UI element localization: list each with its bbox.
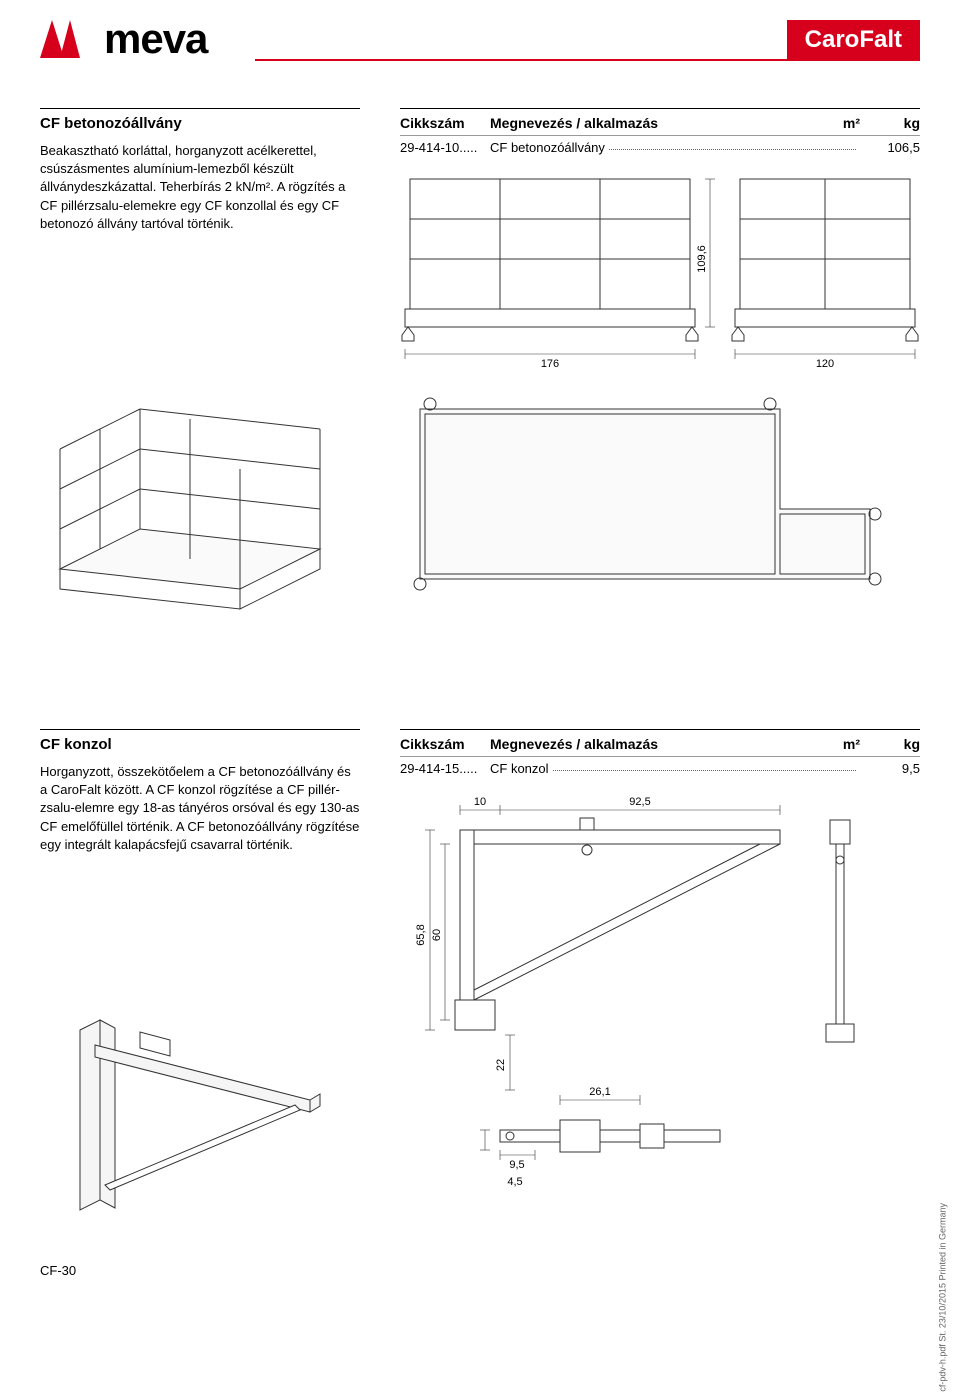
svg-text:4,5: 4,5	[507, 1176, 522, 1188]
badge-underline	[255, 59, 920, 61]
section-platform: CF betonozóállvány Beakasztható korlátta…	[40, 108, 920, 369]
leader-dots	[553, 761, 856, 771]
th-m2: m²	[810, 115, 860, 131]
table-row: 29-414-15..... CF konzol 9,5	[400, 757, 920, 780]
th-kg: kg	[860, 115, 920, 131]
svg-text:22: 22	[495, 1059, 507, 1071]
platform-top-icon	[400, 389, 900, 609]
item-title: CF betonozóállvány	[40, 108, 360, 132]
item-description: Horganyzott, összekötőelem a CF betonozó…	[40, 763, 360, 854]
svg-text:60: 60	[431, 929, 443, 941]
print-note: cf-pdv-h.pdf St. 23/10/2015 Printed in G…	[938, 1203, 948, 1392]
svg-text:10: 10	[474, 796, 486, 808]
svg-text:9,5: 9,5	[509, 1159, 524, 1171]
th-name: Megnevezés / alkalmazás	[490, 736, 810, 752]
svg-text:65,8: 65,8	[415, 924, 427, 945]
td-code: 29-414-10.....	[400, 140, 490, 155]
th-m2: m²	[810, 736, 860, 752]
dim-w1: 176	[541, 358, 559, 369]
product-badge: CaroFalt	[787, 20, 920, 60]
page-content: CF betonozóállvány Beakasztható korlátta…	[0, 68, 960, 1190]
td-kg: 106,5	[860, 140, 920, 155]
table-header: Cikkszám Megnevezés / alkalmazás m² kg	[400, 729, 920, 757]
platform-iso-icon	[40, 389, 340, 649]
item-description: Beakasztható korláttal, horganyzott acél…	[40, 142, 360, 233]
brand-name: meva	[104, 15, 207, 63]
td-code: 29-414-15.....	[400, 761, 490, 776]
logo-icon	[40, 20, 84, 58]
page-number: CF-30	[40, 1263, 76, 1278]
item-title: CF konzol	[40, 729, 360, 753]
leader-dots	[609, 140, 856, 150]
platform-drawings: 109,6 176 120	[400, 169, 920, 369]
td-name: CF konzol	[490, 761, 860, 776]
svg-text:92,5: 92,5	[629, 796, 650, 808]
th-kg: kg	[860, 736, 920, 752]
th-code: Cikkszám	[400, 736, 490, 752]
td-kg: 9,5	[860, 761, 920, 776]
th-code: Cikkszám	[400, 115, 490, 131]
td-name: CF betonozóállvány	[490, 140, 860, 155]
dim-height: 109,6	[696, 245, 708, 273]
th-name: Megnevezés / alkalmazás	[490, 115, 810, 131]
section-platform-iso	[40, 389, 920, 649]
dim-w2: 120	[816, 358, 834, 369]
svg-text:26,1: 26,1	[589, 1086, 610, 1098]
bracket-drawings: 10 92,5 65,8 60	[400, 790, 920, 1190]
table-row: 29-414-10..... CF betonozóállvány 106,5	[400, 136, 920, 159]
bracket-iso	[40, 990, 340, 1220]
table-header: Cikkszám Megnevezés / alkalmazás m² kg	[400, 108, 920, 136]
